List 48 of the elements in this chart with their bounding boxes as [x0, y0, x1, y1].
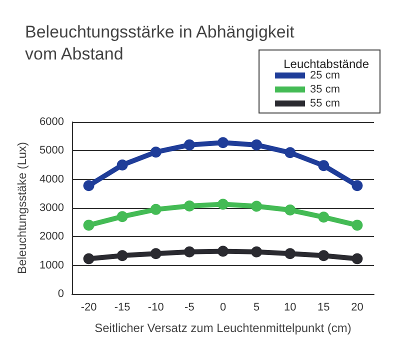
point [251, 200, 262, 212]
point [218, 198, 228, 210]
point [352, 220, 363, 231]
x-tick-label: -20 [80, 302, 97, 314]
point [318, 160, 330, 172]
point [318, 212, 330, 223]
point [318, 250, 330, 262]
point [83, 220, 94, 231]
legend-label: 25 cm [310, 70, 340, 82]
x-tick-label: 10 [284, 302, 296, 314]
point [150, 204, 162, 215]
y-tick-label: 6000 [40, 116, 64, 128]
x-tick-label: 5 [253, 302, 260, 314]
point [284, 204, 296, 216]
x-axis-title: Seitlicher Versatz zum Leuchtenmittelpunkt (cm) [94, 321, 352, 335]
point [352, 180, 363, 192]
y-tick-label: 4000 [40, 173, 64, 186]
legend-label: 55 cm [310, 98, 340, 110]
point [184, 200, 195, 212]
x-tick-label: 15 [318, 302, 330, 314]
point [284, 248, 296, 260]
point [352, 253, 363, 264]
y-tick-label: 3000 [40, 202, 64, 214]
point [184, 139, 195, 150]
point [83, 180, 94, 192]
point [116, 211, 128, 222]
y-axis-title: Beleuchtungsstäke (Lux) [15, 142, 29, 274]
point [218, 137, 228, 148]
point [284, 147, 296, 158]
point [218, 246, 228, 257]
point [150, 248, 162, 260]
x-tick-label: -15 [114, 302, 130, 314]
point [116, 250, 128, 262]
y-tick-label: 0 [58, 288, 64, 300]
point [116, 160, 128, 170]
y-tick-label: 1000 [40, 259, 64, 272]
point [184, 246, 195, 258]
legend-label: 35 cm [310, 84, 340, 96]
y-tick-label: 5000 [40, 144, 64, 157]
point [251, 246, 262, 258]
point [150, 146, 162, 158]
x-tick-label: -5 [184, 302, 194, 314]
x-tick-label: 20 [351, 302, 364, 314]
x-tick-label: -10 [148, 302, 164, 314]
point [251, 139, 262, 150]
x-tick-label: 0 [220, 302, 226, 314]
y-tick-label: 2000 [40, 230, 64, 243]
point [83, 253, 94, 264]
